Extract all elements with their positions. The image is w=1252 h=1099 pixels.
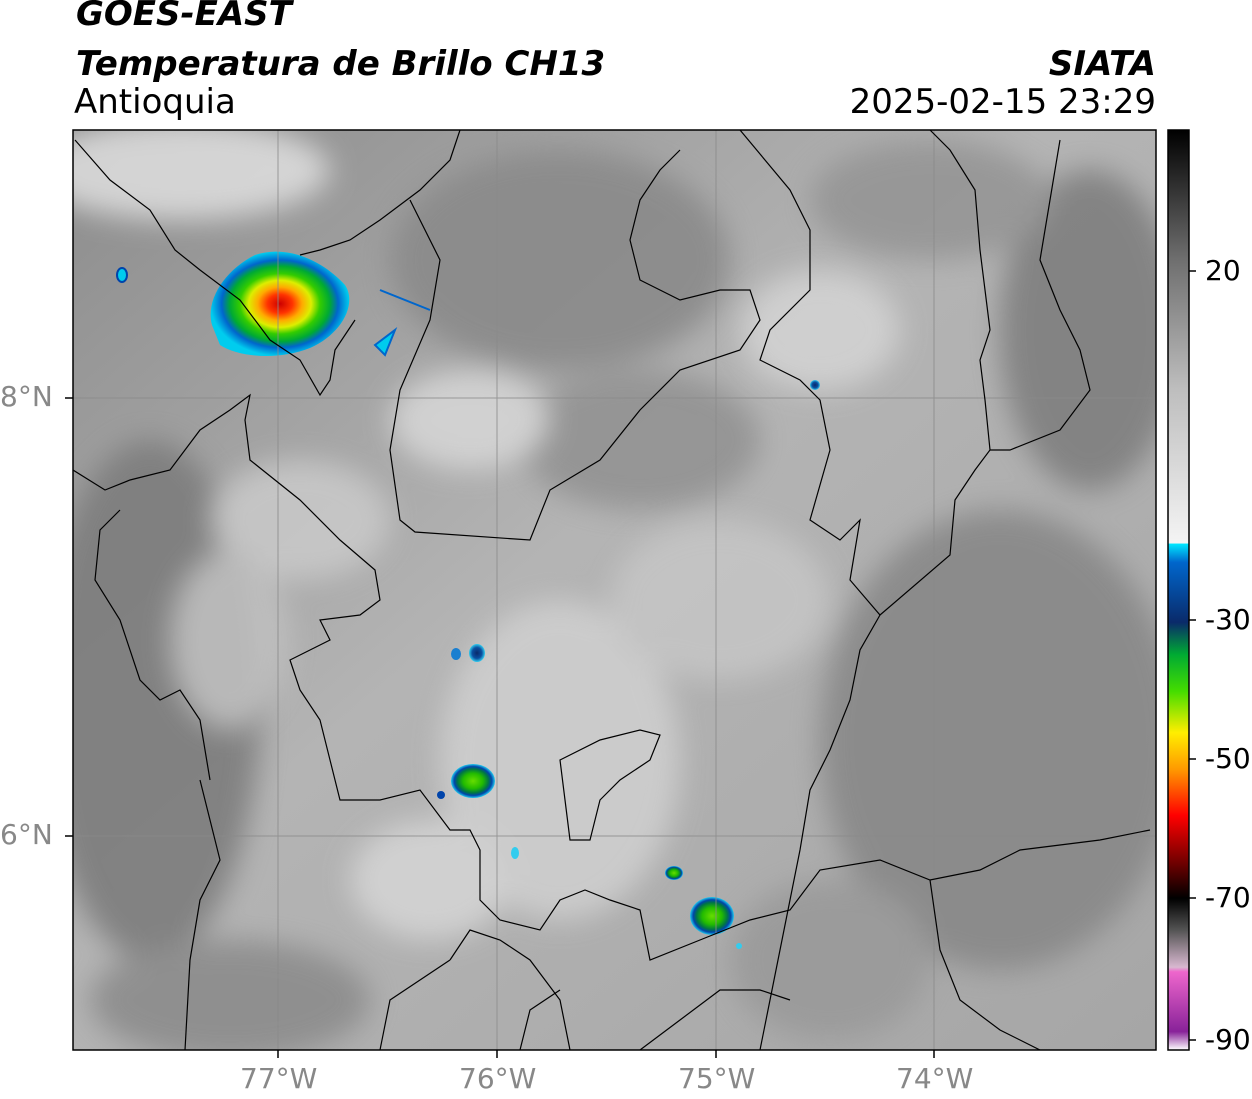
satellite-name: GOES-EAST (76, 0, 292, 34)
colorbar (1167, 129, 1196, 1051)
colorbar-label-minus30: -30 (1205, 603, 1251, 636)
lat-label-8n: 8°N (0, 380, 53, 413)
storm-cell-uraba (116, 251, 431, 357)
boundary-lines (73, 130, 1151, 1050)
lat-lon-grid (73, 130, 1156, 1050)
image-datetime: 2025-02-15 23:29 (849, 82, 1156, 122)
colorbar-label-minus50: -50 (1205, 742, 1251, 775)
colorbar-label-20: 20 (1205, 254, 1241, 287)
map-frame (72, 129, 1157, 1051)
colorbar-label-minus70: -70 (1205, 881, 1251, 914)
lon-label-77w: 77°W (240, 1062, 318, 1095)
product-title: Temperatura de Brillo CH13 (76, 44, 606, 84)
lon-label-76w: 76°W (459, 1062, 537, 1095)
storm-cell-urrao (451, 380, 820, 662)
storm-cell-central (665, 866, 742, 949)
lat-label-6n: 6°N (0, 818, 53, 851)
region-name: Antioquia (74, 82, 236, 122)
colorbar-label-minus90: -90 (1205, 1023, 1251, 1056)
storm-cell-choco (437, 764, 519, 859)
lon-label-74w: 74°W (896, 1062, 974, 1095)
satellite-image (73, 130, 1156, 1050)
axis-ticks (65, 397, 935, 1058)
organization-name: SIATA (1048, 44, 1156, 84)
lon-label-75w: 75°W (678, 1062, 756, 1095)
